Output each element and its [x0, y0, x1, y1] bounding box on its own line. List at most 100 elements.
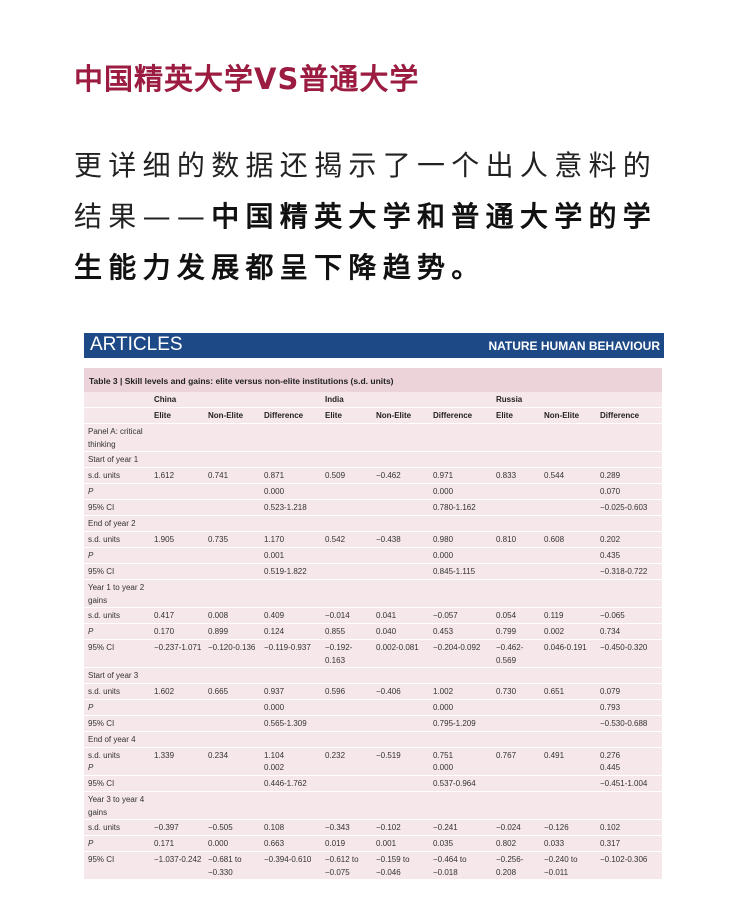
table-cell: [372, 760, 429, 776]
table-cell: 0.000: [204, 835, 260, 852]
table-cell: [260, 731, 321, 748]
table-cell: 0.033: [540, 835, 596, 852]
table-cell: 0.070: [596, 483, 662, 500]
table-cell: [429, 791, 492, 820]
table-cell: [372, 515, 429, 532]
table-cell: [260, 667, 321, 684]
table-cell: [372, 791, 429, 820]
row-label: s.d. units: [84, 683, 150, 700]
table-cell: [321, 731, 372, 748]
table-cell: −0.256-0.208: [492, 851, 540, 880]
table-cell: [429, 451, 492, 468]
table-row: s.d. units 1.339 0.234 1.104 0.232 −0.519 0.75…: [84, 747, 662, 764]
table-cell: [204, 451, 260, 468]
column-header: Difference: [596, 407, 662, 424]
table-cell: [204, 791, 260, 820]
body-paragraph: 更详细的数据还揭示了一个出人意料的结果——中国精英大学和普通大学的学生能力发展都…: [74, 140, 672, 293]
table-cell: 0.795-1.209: [429, 715, 492, 732]
table-cell: 0.509: [321, 467, 372, 484]
country-header: Russia: [492, 392, 540, 408]
table-cell: [492, 563, 540, 580]
row-label: End of year 4: [84, 731, 150, 748]
table-cell: −0.119-0.937: [260, 639, 321, 668]
table-cell: −0.451-1.004: [596, 775, 662, 792]
table-cell: [150, 791, 204, 820]
row-label: P: [84, 623, 150, 640]
table-cell: [204, 715, 260, 732]
table-cell: 0.523-1.218: [260, 499, 321, 516]
row-label: 95% CI: [84, 563, 150, 580]
paragraph-normal: 更详细的数据还揭示了一个出人意料的结果——: [74, 149, 658, 233]
table-cell: [321, 423, 372, 452]
table-cell: 1.170: [260, 531, 321, 548]
table-cell: [321, 515, 372, 532]
table-cell: [372, 499, 429, 516]
table-cell: 1.002: [429, 683, 492, 700]
table-row: P 0.170 0.899 0.124 0.855 0.040 0.453 0.799 0.00…: [84, 623, 662, 640]
table-cell: [150, 715, 204, 732]
table-cell: [492, 423, 540, 452]
table-cell: −0.057: [429, 607, 492, 624]
table-row: Year 3 to year 4 gains: [84, 791, 662, 820]
table-row: s.d. units 1.905 0.735 1.170 0.542 −0.438 0.98…: [84, 531, 662, 548]
table-cell: 0.899: [204, 623, 260, 640]
table-row: Start of year 3: [84, 667, 662, 684]
table-cell: 0.519-1.822: [260, 563, 321, 580]
table-cell: 0.000: [429, 547, 492, 564]
table-cell: [321, 699, 372, 716]
table-row: s.d. units 0.417 0.008 0.409 −0.014 0.041 −0.0…: [84, 607, 662, 624]
table-cell: [492, 699, 540, 716]
subheader-row: Elite Non-Elite Difference Elite Non-Elite Di…: [84, 407, 662, 424]
table-row: 95% CI −0.237-1.071 −0.120-0.136 −0.119-0.9…: [84, 639, 662, 668]
table-cell: 0.001: [260, 547, 321, 564]
table-cell: 0.041: [372, 607, 429, 624]
table-cell: 0.665: [204, 683, 260, 700]
table-cell: [429, 667, 492, 684]
table-cell: [260, 579, 321, 608]
table-cell: [372, 423, 429, 452]
table-cell: [372, 715, 429, 732]
banner-articles: ARTICLES: [90, 334, 183, 355]
table-cell: [150, 579, 204, 608]
table-cell: 0.651: [540, 683, 596, 700]
table-cell: [372, 547, 429, 564]
table-cell: 0.734: [596, 623, 662, 640]
table-cell: 0.663: [260, 835, 321, 852]
table-cell: 0.000: [429, 699, 492, 716]
table-cell: 0.079: [596, 683, 662, 700]
table-cell: [204, 563, 260, 580]
table-cell: 0.802: [492, 835, 540, 852]
table-cell: [150, 451, 204, 468]
row-label: P: [84, 699, 150, 716]
header-blank: [596, 392, 662, 408]
header-blank: [84, 392, 150, 408]
table-cell: 0.102: [596, 819, 662, 836]
table-cell: 0.741: [204, 467, 260, 484]
table-cell: [204, 423, 260, 452]
table-cell: [321, 563, 372, 580]
table-cell: −0.102: [372, 819, 429, 836]
table-cell: [204, 515, 260, 532]
row-label: P: [84, 547, 150, 564]
table-cell: 0.453: [429, 623, 492, 640]
table-cell: [596, 423, 662, 452]
table-cell: [492, 515, 540, 532]
table-cell: −0.025-0.603: [596, 499, 662, 516]
table-row: Panel A: critical thinking: [84, 423, 662, 452]
table-cell: [260, 451, 321, 468]
header-blank: [540, 392, 596, 408]
table-cell: 0.833: [492, 467, 540, 484]
table-cell: 0.445: [596, 760, 662, 776]
table-cell: 0.537-0.964: [429, 775, 492, 792]
table-cell: 0.596: [321, 683, 372, 700]
table-cell: 0.001: [372, 835, 429, 852]
table-cell: −0.438: [372, 531, 429, 548]
table-cell: [372, 731, 429, 748]
table-cell: [540, 423, 596, 452]
table-cell: [540, 775, 596, 792]
data-table: China India Russia Elite Non-Elite Difference…: [84, 392, 662, 764]
row-label: 95% CI: [84, 499, 150, 516]
table-cell: [540, 699, 596, 716]
table-cell: [321, 483, 372, 500]
table-cell: [204, 547, 260, 564]
